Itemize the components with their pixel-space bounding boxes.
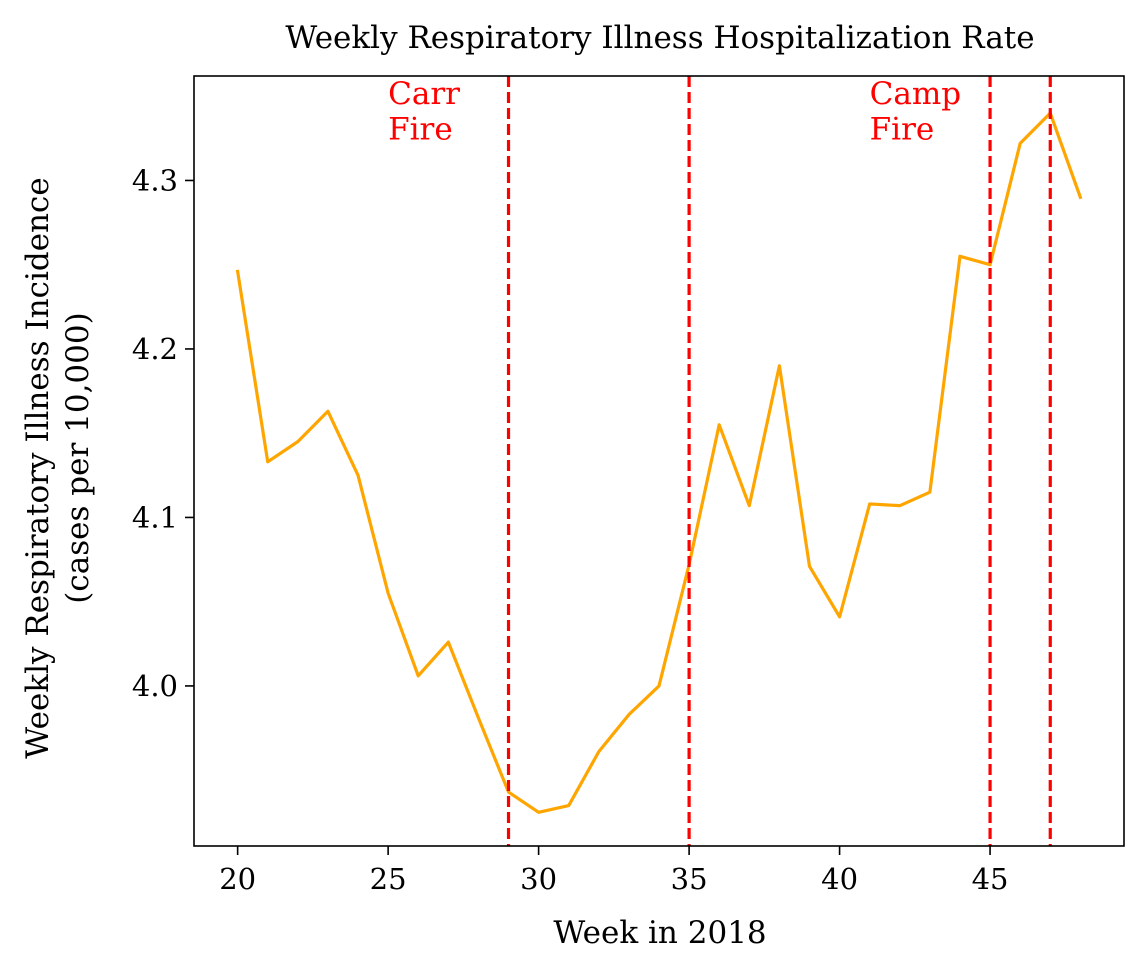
- x-tick-label-30: 30: [520, 862, 557, 896]
- y-axis-label-line-1: Weekly Respiratory Illness Incidence: [20, 177, 56, 758]
- x-tick-label-20: 20: [219, 862, 256, 896]
- y-tick-label-4-1: 4.1: [132, 500, 178, 534]
- y-axis: 4.0 4.1 4.2 4.3: [132, 163, 194, 703]
- x-tick-label-40: 40: [821, 862, 858, 896]
- y-tick-label-4-3: 4.3: [132, 163, 178, 197]
- annotation-camp-fire: Camp Fire: [870, 76, 961, 148]
- x-tick-label-35: 35: [671, 862, 708, 896]
- x-axis-label: Week in 2018: [553, 915, 766, 951]
- y-tick-label-4: 4.0: [132, 669, 178, 703]
- chart-title: Weekly Respiratory Illness Hospitalizati…: [285, 20, 1034, 56]
- annotation-line: Fire: [388, 112, 453, 148]
- series-line-0: [235, 111, 1083, 814]
- annotation-carr-fire: Carr Fire: [388, 76, 460, 148]
- annotation-line: Camp: [870, 76, 961, 112]
- annotation-line: Carr: [388, 76, 460, 112]
- y-tick-label-4-2: 4.2: [132, 332, 178, 366]
- x-tick-label-25: 25: [370, 862, 407, 896]
- y-axis-label-line-2: (cases per 10,000): [60, 312, 96, 603]
- x-axis: 20 25 30 35 40 45: [219, 846, 1009, 896]
- annotation-line: Fire: [870, 112, 935, 148]
- plot-frame: [193, 75, 1125, 847]
- x-tick-label-45: 45: [972, 862, 1009, 896]
